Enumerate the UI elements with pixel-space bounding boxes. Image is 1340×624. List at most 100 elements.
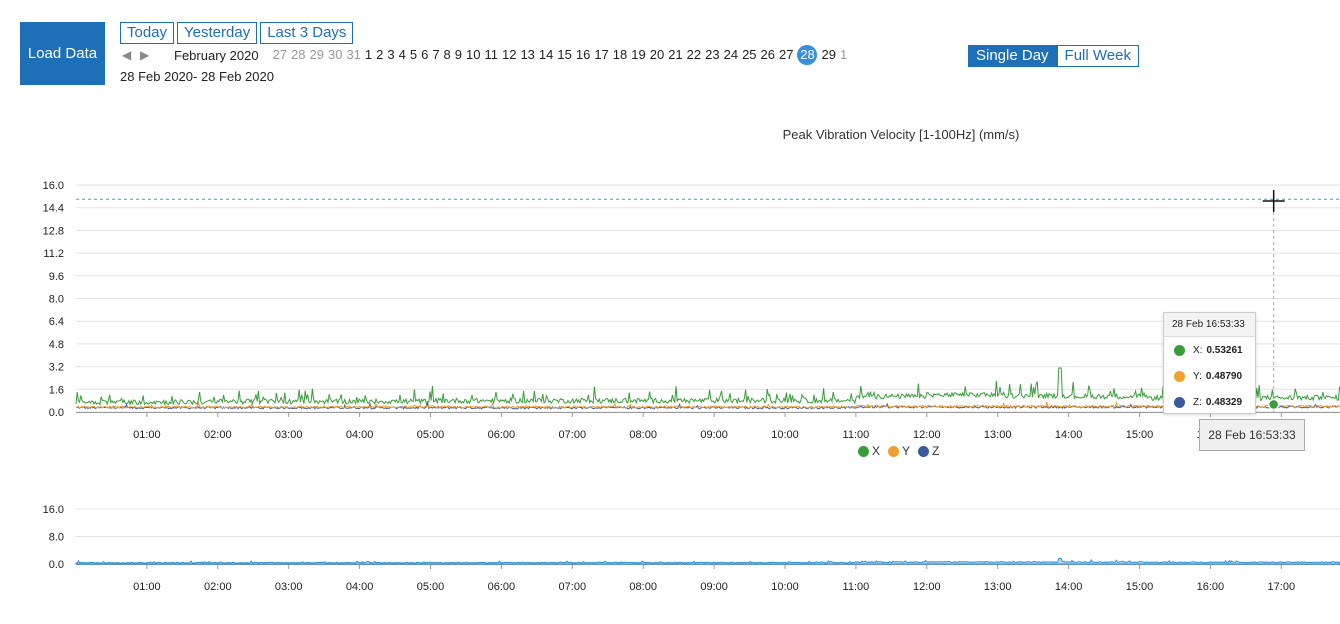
x-tick-label: 04:00	[346, 429, 374, 441]
tooltip-y-dot-icon	[1174, 370, 1185, 382]
x-tick-label: 08:00	[629, 429, 657, 441]
last-3-days-button[interactable]: Last 3 Days	[260, 22, 354, 44]
calendar-day[interactable]: 4	[398, 47, 406, 62]
full-week-button[interactable]: Full Week	[1056, 45, 1139, 67]
series-x-line	[75, 367, 1340, 407]
calendar-day[interactable]: 27	[779, 47, 794, 62]
calendar-day[interactable]: 20	[649, 47, 665, 62]
y-tick-label: 12.8	[43, 225, 64, 237]
x-tick-label: 11:00	[843, 581, 870, 593]
tooltip-title: 28 Feb 16:53:33	[1164, 313, 1255, 337]
y-tick-label: 9.6	[49, 271, 64, 283]
calendar-day[interactable]: 8	[443, 47, 451, 62]
calendar-day[interactable]: 23	[705, 47, 720, 62]
calendar-day[interactable]: 12	[501, 47, 517, 62]
x-tick-label: 03:00	[275, 429, 303, 441]
x-tick-label: 06:00	[488, 429, 516, 441]
calendar-day[interactable]: 10	[466, 47, 481, 62]
x-tick-label: 01:00	[133, 581, 161, 593]
calendar-day[interactable]: 14	[538, 47, 554, 62]
calendar-day[interactable]: 2	[376, 47, 384, 62]
y-tick-label: 6.4	[49, 316, 64, 328]
yesterday-button[interactable]: Yesterday	[177, 22, 258, 44]
y-tick-label: 16.0	[43, 504, 64, 516]
calendar-day[interactable]: 3	[387, 47, 395, 62]
calendar-day[interactable]: 13	[520, 47, 535, 62]
y-tick-label: 0.0	[49, 407, 64, 419]
x-tick-label: 03:00	[275, 581, 303, 593]
calendar-day[interactable]: 5	[409, 47, 418, 62]
legend-x-dot-icon	[858, 445, 869, 457]
calendar-day-selected[interactable]: 28	[797, 45, 818, 65]
y-tick-label: 16.0	[43, 180, 64, 192]
chart-legend: X Y Z	[858, 444, 939, 458]
calendar-day[interactable]: 17	[594, 47, 609, 62]
calendar-day[interactable]: 16	[575, 47, 591, 62]
x-tick-label: 16:00	[1197, 581, 1225, 593]
x-tick-label: 10:00	[771, 429, 799, 441]
x-tick-label: 12:00	[913, 429, 941, 441]
tooltip-row-z: Z: 0.48329	[1164, 389, 1255, 415]
calendar-day[interactable]: 18	[612, 47, 628, 62]
x-tick-label: 15:00	[1126, 429, 1154, 441]
x-tick-label: 17:00	[1268, 581, 1296, 593]
x-tick-label: 07:00	[559, 581, 587, 593]
next-month-icon[interactable]: ▶	[140, 48, 150, 62]
tooltip-y-label: Y:	[1193, 370, 1202, 382]
tooltip-z-label: Z:	[1193, 396, 1202, 408]
legend-x-label: X	[872, 444, 881, 458]
calendar-day[interactable]: 29	[821, 47, 836, 62]
x-tick-label: 02:00	[204, 581, 232, 593]
hover-point	[1267, 398, 1280, 411]
x-tick-label: 05:00	[417, 429, 445, 441]
x-tick-label: 10:00	[771, 581, 799, 593]
load-data-button[interactable]: Load Data	[20, 22, 105, 85]
prev-month-icon[interactable]: ◀	[122, 48, 132, 62]
calendar-day[interactable]: 27	[272, 47, 288, 62]
x-tick-label: 09:00	[700, 581, 728, 593]
calendar-day[interactable]: 30	[327, 47, 343, 62]
calendar-day[interactable]: 1	[839, 47, 848, 62]
calendar-day[interactable]: 26	[760, 47, 776, 62]
tooltip-row-y: Y: 0.48790	[1164, 363, 1255, 389]
single-day-button[interactable]: Single Day	[968, 45, 1057, 67]
date-range-label: 28 Feb 2020- 28 Feb 2020	[120, 69, 274, 84]
calendar-day[interactable]: 7	[432, 47, 440, 62]
calendar-day[interactable]: 6	[421, 47, 429, 62]
calendar-day[interactable]: 29	[309, 47, 324, 62]
calendar-day[interactable]: 1	[364, 47, 373, 62]
x-tick-label: 04:00	[346, 581, 374, 593]
legend-z-label: Z	[932, 444, 940, 458]
tooltip-x-label: X:	[1193, 344, 1203, 356]
y-tick-label: 0.0	[49, 559, 64, 571]
x-tick-label: 02:00	[204, 429, 232, 441]
legend-z-dot-icon	[918, 445, 930, 457]
x-tick-label: 08:00	[629, 581, 657, 593]
calendar-day[interactable]: 31	[346, 47, 361, 62]
y-tick-label: 3.2	[49, 362, 64, 374]
legend-item-x[interactable]: X	[858, 444, 880, 458]
today-button[interactable]: Today	[120, 22, 175, 44]
calendar-day[interactable]: 25	[742, 47, 757, 62]
y-tick-label: 8.0	[49, 294, 64, 306]
calendar-day[interactable]: 19	[631, 47, 646, 62]
calendar-day[interactable]: 22	[686, 47, 702, 62]
calendar-day[interactable]: 24	[723, 47, 739, 62]
calendar-day[interactable]: 15	[557, 47, 572, 62]
view-mode-toggle: Single Day Full Week	[968, 45, 1139, 67]
y-tick-label: 1.6	[49, 384, 64, 396]
legend-item-z[interactable]: Z	[918, 444, 939, 458]
calendar-days: 27 28 29 30 31 1 2 3 4 5 6 7 8 9 10 11 12 13 14 15 16 17 18 19 2…	[273, 45, 852, 65]
calendar-day[interactable]: 9	[454, 47, 463, 62]
calendar-day[interactable]: 11	[484, 47, 498, 62]
y-tick-label: 11.2	[43, 248, 64, 260]
calendar-strip: ◀ ▶ February 2020 27 28 29 30 31 1 2 3 4 5 6 7 8 9 10 1…	[122, 45, 851, 65]
tooltip-z-value: 0.48329	[1205, 396, 1243, 408]
calendar-day[interactable]: 28	[291, 47, 306, 62]
x-tick-label: 05:00	[417, 581, 445, 593]
x-tick-label: 01:00	[133, 429, 161, 441]
legend-item-y[interactable]: Y	[888, 444, 910, 458]
x-tick-label: 14:00	[1055, 581, 1083, 593]
calendar-day[interactable]: 21	[668, 47, 683, 62]
